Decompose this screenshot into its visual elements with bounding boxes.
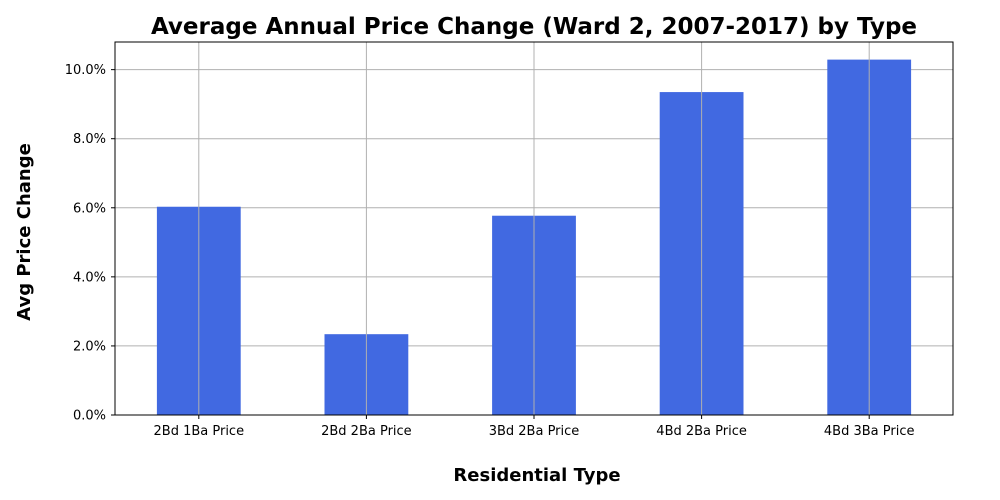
x-tick-label: 2Bd 2Ba Price <box>321 424 412 439</box>
y-tick-label: 2.0% <box>73 339 106 354</box>
x-grid-layer <box>198 42 870 415</box>
x-tick-label: 4Bd 3Ba Price <box>824 424 915 439</box>
chart-title: Average Annual Price Change (Ward 2, 200… <box>151 14 917 40</box>
y-tick-label: 0.0% <box>73 409 106 424</box>
x-tick-label: 2Bd 1Ba Price <box>154 424 245 439</box>
y-tick-label: 8.0% <box>73 132 106 147</box>
y-tick-label: 10.0% <box>65 63 106 78</box>
x-axis-label: Residential Type <box>453 465 620 486</box>
y-tick-label: 4.0% <box>73 270 106 285</box>
x-tick-label: 4Bd 2Ba Price <box>656 424 747 439</box>
y-tick-label: 6.0% <box>73 201 106 216</box>
y-axis-ticks: 0.0% 2.0% 4.0% 6.0% 8.0% 10.0% <box>65 63 115 424</box>
x-axis-ticks: 2Bd 1Ba Price 2Bd 2Ba Price 3Bd 2Ba Price 4… <box>154 415 915 439</box>
x-tick-label: 3Bd 2Ba Price <box>489 424 580 439</box>
y-axis-label: Avg Price Change <box>14 143 35 321</box>
